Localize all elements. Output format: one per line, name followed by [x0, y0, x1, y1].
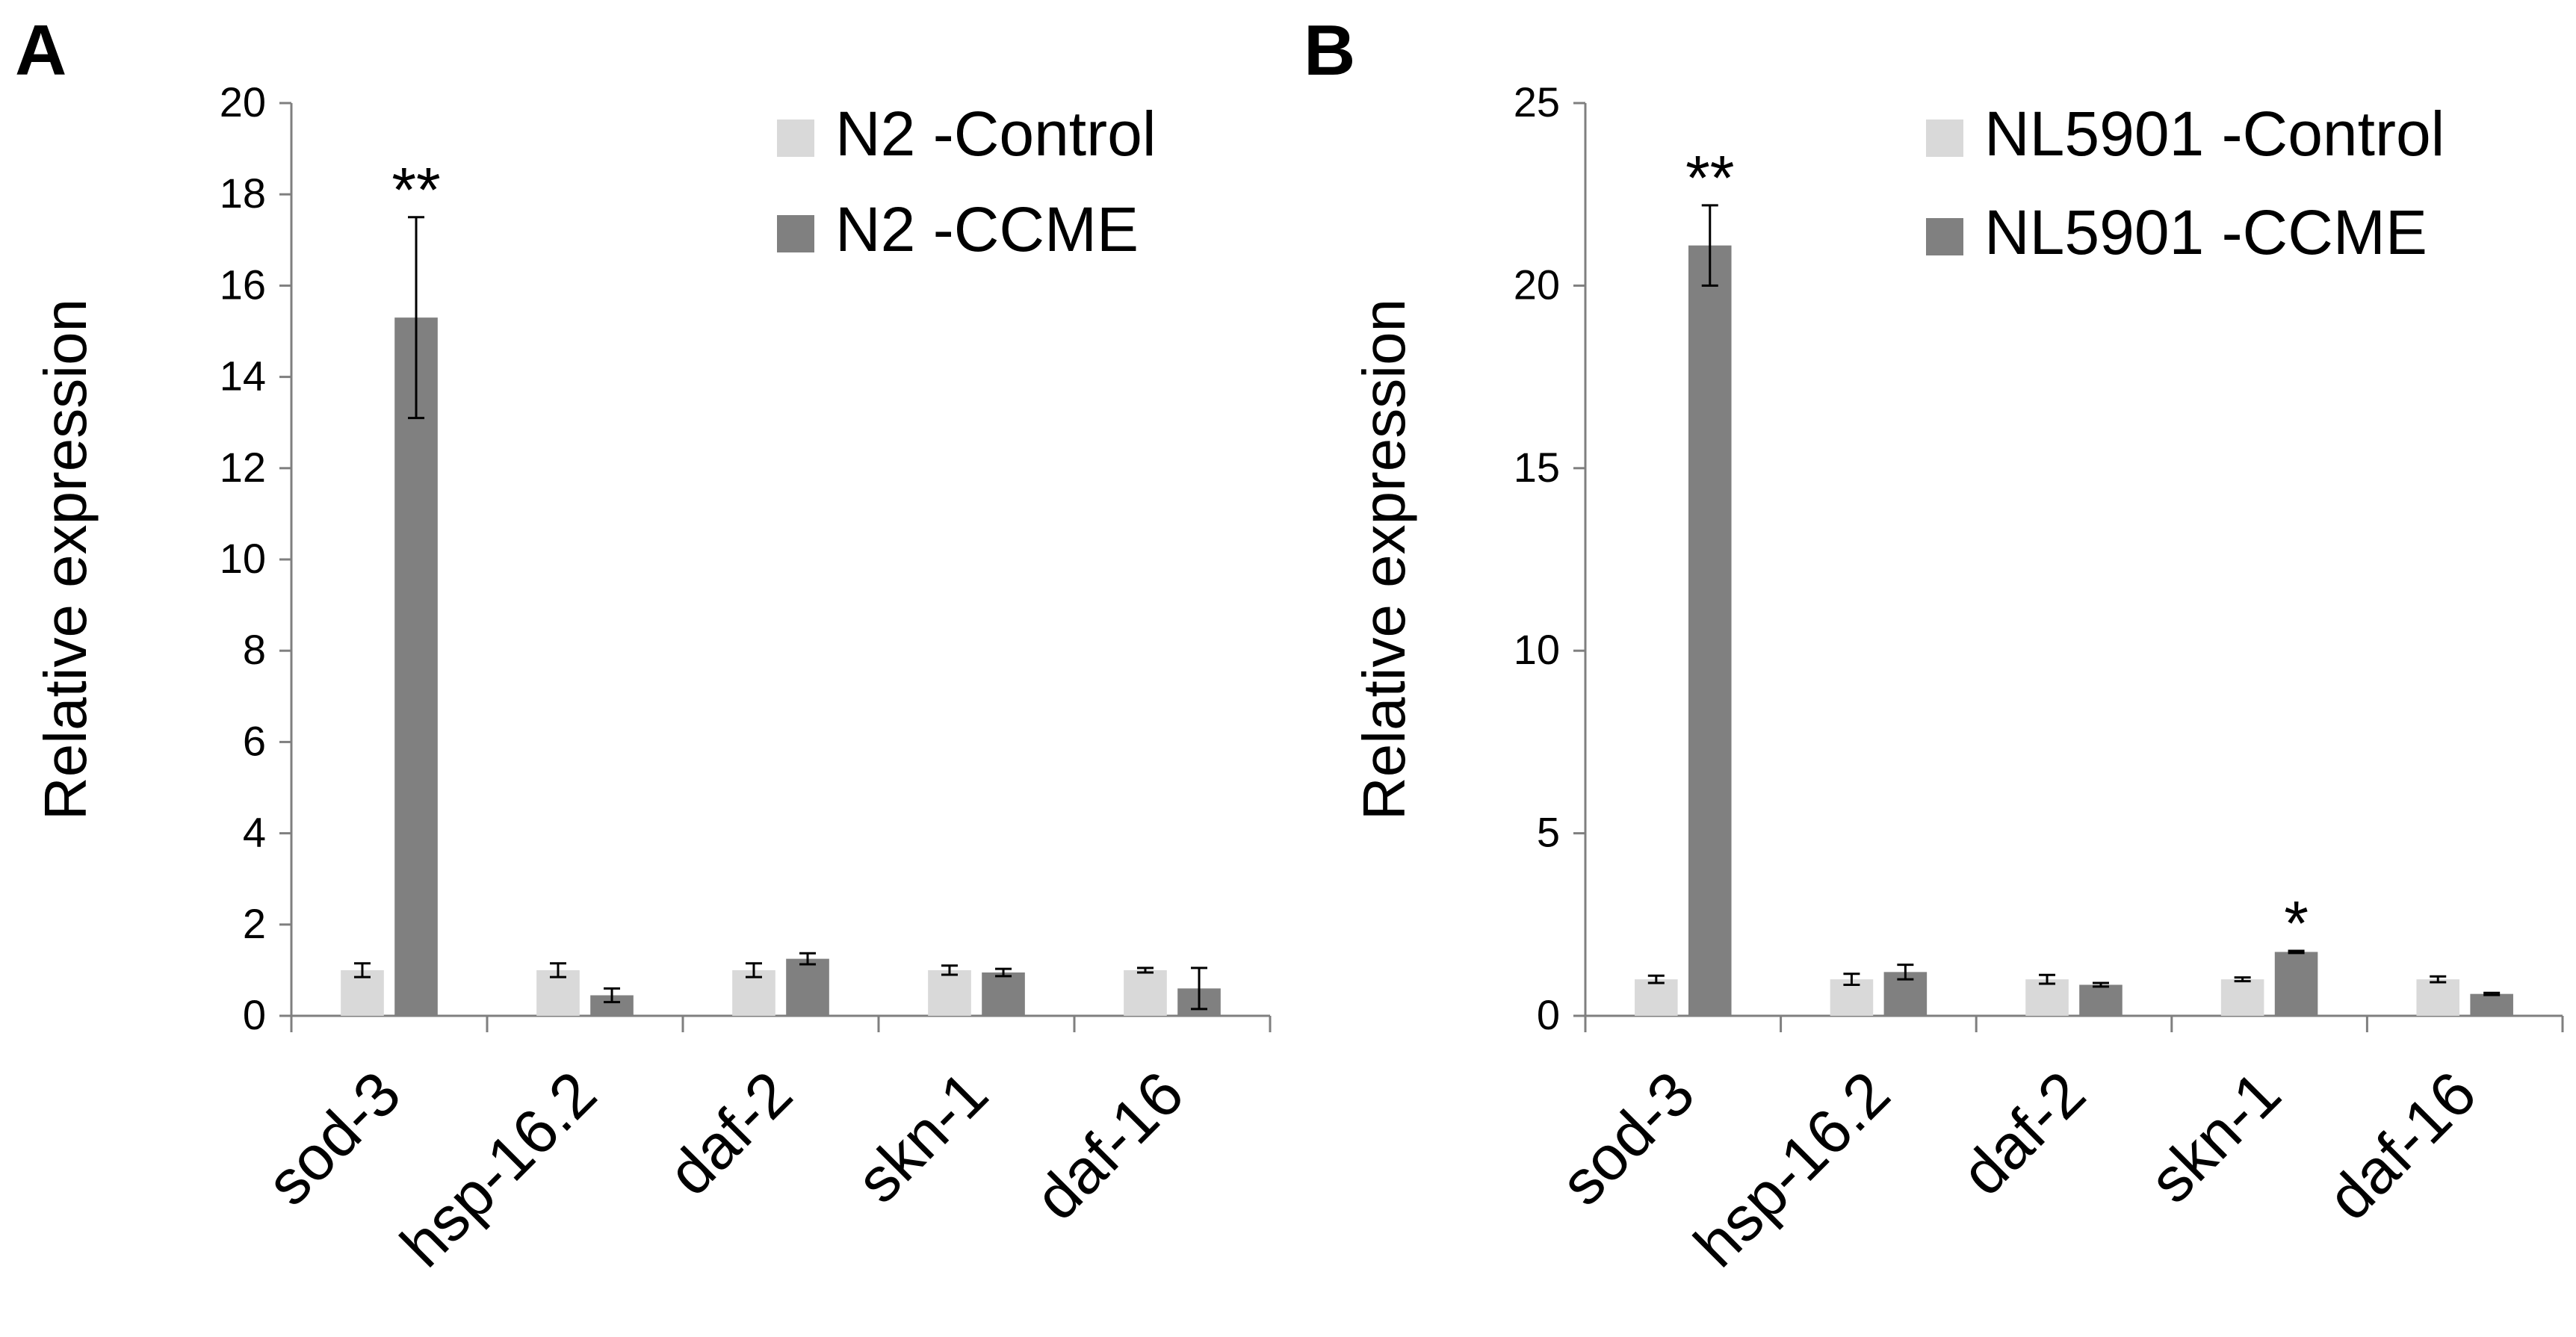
x-tick-label: hsp-16.2: [1681, 1058, 1904, 1280]
y-tick-label: 18: [220, 170, 266, 217]
y-tick-label: 0: [243, 991, 266, 1038]
y-tick-label: 20: [1514, 261, 1560, 308]
x-tick-label: daf-2: [654, 1058, 805, 1209]
panel-label: A: [15, 10, 66, 90]
y-tick-label: 12: [220, 444, 266, 491]
significance-marker: **: [1685, 143, 1734, 213]
bar-treatment-sod-3: [394, 317, 438, 1016]
legend-swatch-control: [777, 120, 814, 157]
legend-label: N2 -CCME: [835, 194, 1139, 264]
y-tick-label: 8: [243, 626, 266, 673]
bar-control-daf-16: [2416, 979, 2460, 1016]
panel-b: B 0 5 10 15 20 25 Relative expression sod-3hsp-1…: [1304, 10, 2564, 1280]
y-tick-label: 5: [1537, 809, 1560, 856]
bar-treatment-sod-3: [1688, 245, 1732, 1017]
significance-marker: **: [391, 155, 440, 225]
x-tick-label: skn-1: [843, 1058, 1001, 1216]
y-tick-label: 10: [220, 535, 266, 582]
bar-treatment-daf-2: [2079, 984, 2123, 1016]
y-tick-label: 6: [243, 717, 266, 764]
panel-a: A 0 2 4 6 8 10 12 14 16 18 20 Relative expression sod…: [15, 10, 1272, 1280]
bar-control-sod-3: [1635, 979, 1678, 1016]
bar-treatment-skn-1: [2274, 952, 2318, 1016]
x-tick-label: daf-16: [2314, 1058, 2489, 1233]
legend-swatch-control: [1926, 120, 1963, 157]
legend-label: N2 -Control: [835, 99, 1156, 169]
y-axis-title: Relative expression: [32, 299, 99, 820]
legend-swatch-treatment: [1926, 218, 1963, 255]
bar-control-skn-1: [2220, 979, 2264, 1016]
bar-treatment-skn-1: [982, 972, 1025, 1016]
y-tick-label: 4: [243, 809, 266, 856]
legend-label: NL5901 -Control: [1984, 99, 2445, 169]
x-tick-label: daf-16: [1021, 1058, 1197, 1233]
bar-control-daf-16: [1124, 970, 1167, 1016]
x-tick-label: daf-2: [1948, 1058, 2099, 1209]
bar-control-daf-2: [2025, 979, 2069, 1016]
y-tick-label: 20: [220, 78, 266, 125]
panel-label: B: [1304, 10, 1355, 90]
y-tick-label: 0: [1537, 991, 1560, 1038]
y-tick-label: 25: [1514, 78, 1560, 125]
x-tick-label: sod-3: [253, 1058, 414, 1218]
bar-treatment-daf-2: [786, 958, 829, 1016]
legend-label: NL5901 -CCME: [1984, 197, 2427, 267]
bar-control-skn-1: [928, 970, 971, 1016]
x-tick-label: sod-3: [1546, 1058, 1707, 1218]
significance-marker: *: [2284, 888, 2309, 958]
x-tick-label: hsp-16.2: [387, 1058, 610, 1280]
x-tick-label: skn-1: [2136, 1058, 2294, 1216]
bar-treatment-daf-16: [2470, 993, 2513, 1016]
legend-swatch-treatment: [777, 215, 814, 252]
y-tick-label: 2: [243, 900, 266, 947]
y-axis-title: Relative expression: [1351, 299, 1417, 820]
y-tick-label: 10: [1514, 626, 1560, 673]
y-tick-label: 15: [1514, 444, 1560, 491]
y-tick-label: 16: [220, 261, 266, 308]
y-tick-label: 14: [220, 353, 266, 400]
